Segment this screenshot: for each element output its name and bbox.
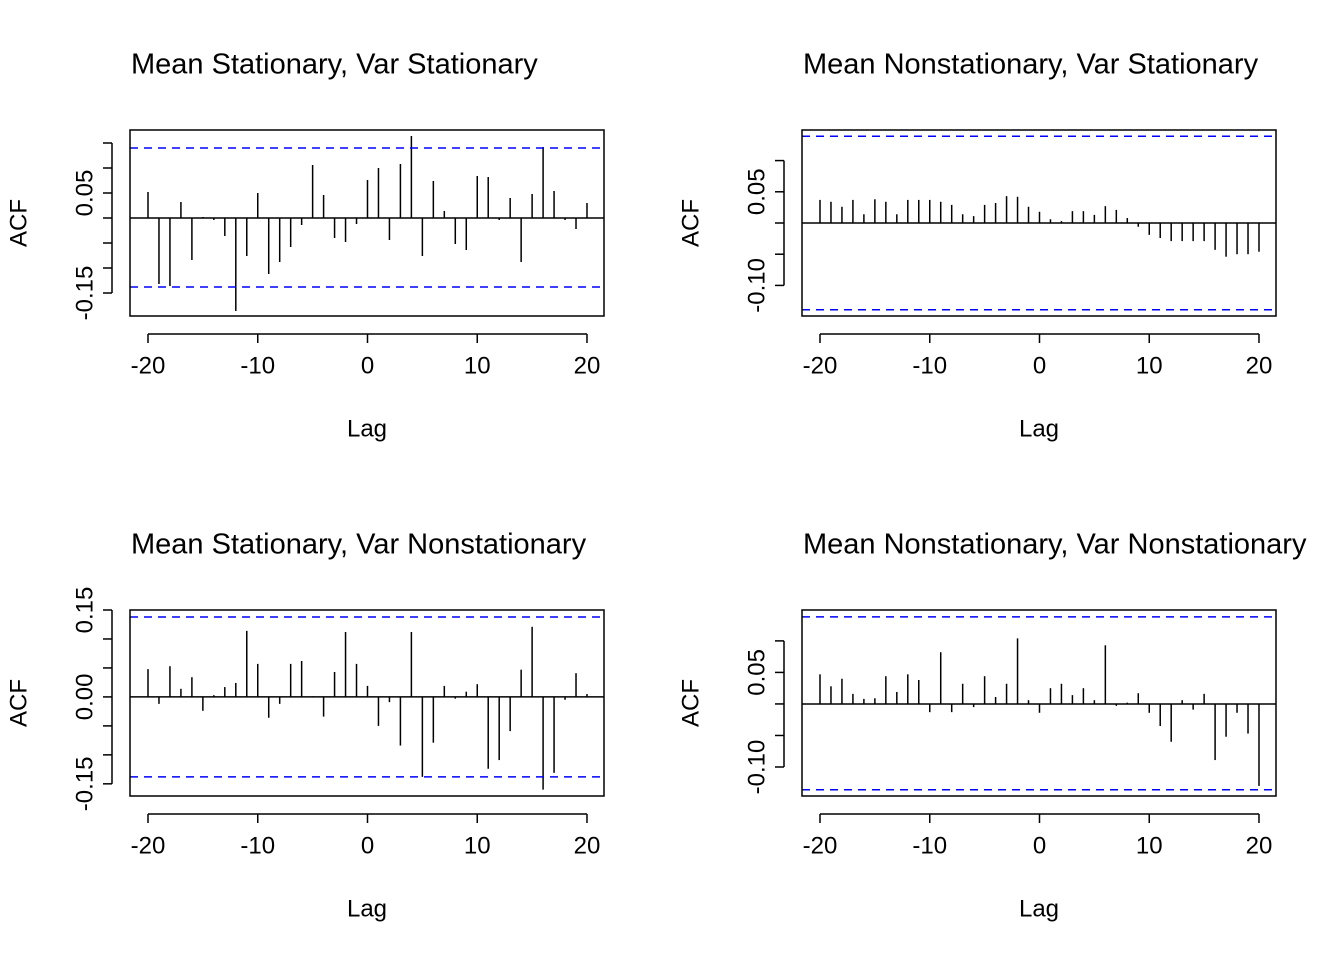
- x-tick-label: 0: [361, 352, 374, 379]
- y-tick-label: 0.05: [743, 649, 770, 696]
- x-tick-label: 10: [464, 352, 491, 379]
- x-tick-label: 10: [1136, 832, 1163, 859]
- x-tick-label: -10: [912, 832, 947, 859]
- y-axis-label: ACF: [677, 679, 704, 727]
- y-tick-label: -0.15: [71, 266, 98, 321]
- chart-title: Mean Nonstationary, Var Stationary: [803, 49, 1259, 81]
- plot-box: [801, 129, 1277, 317]
- x-tick-label: -10: [912, 352, 947, 379]
- chart-title: Mean Stationary, Var Nonstationary: [131, 529, 587, 561]
- x-tick-label: 10: [1136, 352, 1163, 379]
- plot-box: [801, 609, 1277, 797]
- y-tick-label: -0.15: [71, 756, 98, 811]
- x-axis-label: Lag: [1019, 895, 1059, 922]
- x-tick-label: -10: [240, 352, 275, 379]
- y-tick-label: 0.05: [743, 168, 770, 215]
- y-axis-label: ACF: [5, 199, 32, 247]
- y-tick-label: 0.15: [71, 587, 98, 634]
- x-tick-label: -20: [803, 832, 838, 859]
- x-tick-label: -20: [131, 352, 166, 379]
- plot-box: [129, 609, 605, 797]
- x-tick-label: -20: [131, 832, 166, 859]
- y-axis-label: ACF: [5, 679, 32, 727]
- y-tick-label: -0.10: [743, 258, 770, 313]
- plot-box: [129, 129, 605, 317]
- chart-title: Mean Stationary, Var Stationary: [131, 49, 538, 81]
- x-tick-label: 20: [1246, 832, 1273, 859]
- x-tick-label: 20: [574, 832, 601, 859]
- y-tick-label: -0.10: [743, 740, 770, 795]
- x-axis-label: Lag: [347, 415, 387, 442]
- y-tick-label: 0.00: [71, 674, 98, 721]
- x-tick-label: 20: [574, 352, 601, 379]
- x-tick-label: 0: [1033, 832, 1046, 859]
- x-tick-label: 0: [361, 832, 374, 859]
- y-axis-label: ACF: [677, 199, 704, 247]
- x-tick-label: -20: [803, 352, 838, 379]
- x-tick-label: 20: [1246, 352, 1273, 379]
- x-tick-label: 10: [464, 832, 491, 859]
- chart-title: Mean Nonstationary, Var Nonstationary: [803, 529, 1307, 561]
- x-tick-label: 0: [1033, 352, 1046, 379]
- y-tick-label: 0.05: [71, 170, 98, 217]
- x-axis-label: Lag: [1019, 415, 1059, 442]
- x-tick-label: -10: [240, 832, 275, 859]
- x-axis-label: Lag: [347, 895, 387, 922]
